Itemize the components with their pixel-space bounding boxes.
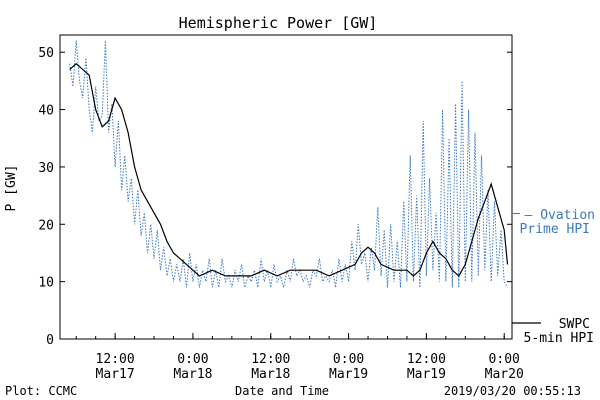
x-tick-time-label: 12:00 [96, 352, 135, 367]
y-tick-label: 40 [38, 104, 54, 119]
legend-ovation-line2: Prime HPI [520, 222, 590, 237]
legend-swpc-line2: 5-min HPI [524, 331, 594, 346]
series-line-swpc [69, 62, 509, 277]
legend-ovation-line1: — Ovation [525, 208, 595, 223]
x-tick-date-label: Mar19 [329, 367, 368, 382]
y-tick-label: 50 [38, 46, 54, 61]
x-axis-ticks: 12:00Mar170:00Mar1812:00Mar180:00Mar1912… [75, 333, 524, 382]
plot-timestamp: 2019/03/20 00:55:13 [444, 384, 581, 398]
x-tick-date-label: Mar18 [251, 367, 290, 382]
y-tick-label: 30 [38, 161, 54, 176]
legend-swpc-line1: SWPC [559, 317, 590, 332]
y-tick-label: 20 [38, 218, 54, 233]
x-tick-date-label: Mar20 [485, 367, 524, 382]
x-tick-time-label: 0:00 [333, 352, 364, 367]
plot-credit: Plot: CCMC [5, 384, 77, 398]
series-line-ovation [69, 40, 508, 288]
y-axis-label: P [GW] [4, 165, 19, 212]
chart-title: Hemispheric Power [GW] [179, 14, 378, 32]
x-tick-time-label: 12:00 [251, 352, 290, 367]
x-tick-time-label: 0:00 [177, 352, 208, 367]
y-tick-label: 10 [38, 276, 54, 291]
x-tick-time-label: 0:00 [489, 352, 520, 367]
y-tick-label: 0 [46, 333, 54, 348]
x-tick-time-label: 12:00 [407, 352, 446, 367]
x-tick-date-label: Mar19 [407, 367, 446, 382]
series-layer [69, 40, 509, 288]
y-axis-ticks: 0 10 20 30 40 50 [38, 46, 512, 348]
plot-area-frame [59, 34, 513, 340]
x-tick-date-label: Mar17 [96, 367, 135, 382]
x-axis-label: Date and Time [235, 384, 329, 398]
x-tick-date-label: Mar18 [173, 367, 212, 382]
